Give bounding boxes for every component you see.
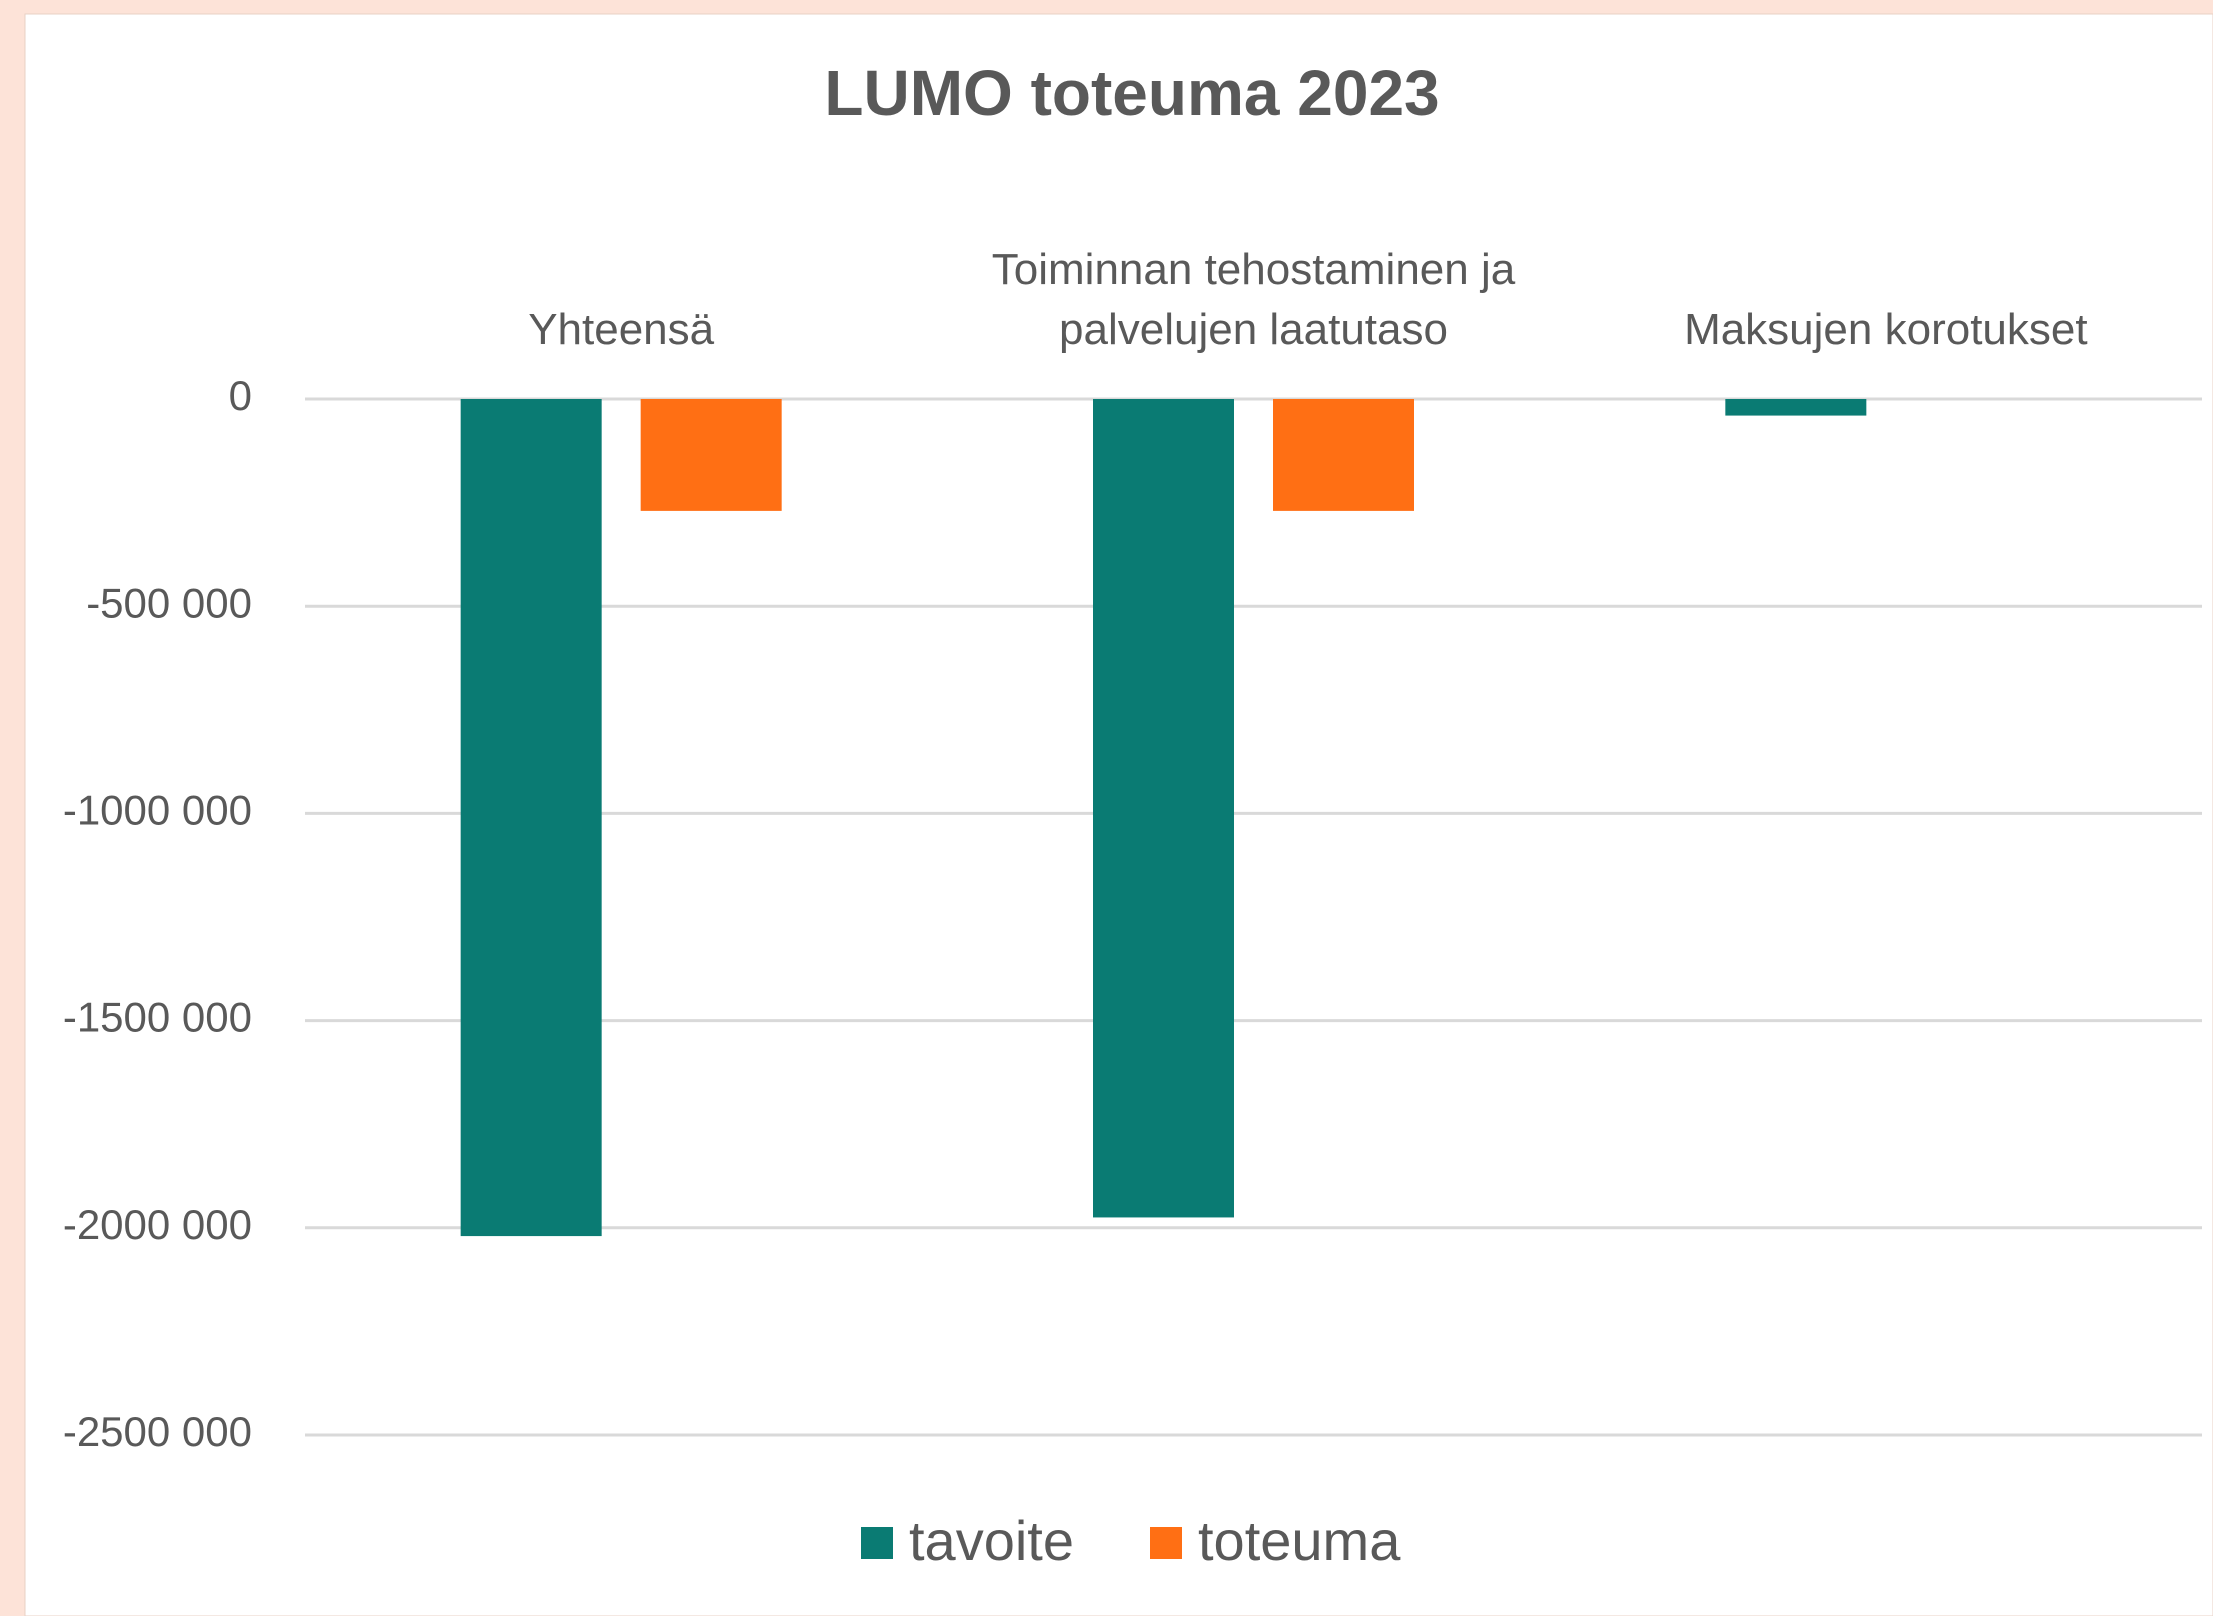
chart-title: LUMO toteuma 2023 <box>824 57 1439 129</box>
bar <box>460 399 602 1237</box>
bar <box>1273 399 1414 511</box>
legend-swatch <box>1150 1527 1182 1559</box>
legend-swatch <box>861 1527 893 1559</box>
y-tick-label: -1000 000 <box>63 786 252 833</box>
category-label: Maksujen korotukset <box>1684 305 2088 354</box>
legend-label: tavoite <box>909 1509 1074 1572</box>
y-tick-label: -2000 000 <box>63 1201 252 1248</box>
category-label: Yhteensä <box>528 305 715 354</box>
y-tick-label: 0 <box>229 372 252 419</box>
y-tick-label: -1500 000 <box>63 994 252 1041</box>
legend-label: toteuma <box>1198 1509 1401 1572</box>
y-tick-label: -500 000 <box>86 579 252 626</box>
bar <box>1093 399 1234 1218</box>
category-label: Toiminnan tehostaminen ja palvelujen laa… <box>991 245 1516 354</box>
bar <box>640 399 782 511</box>
bar <box>1725 399 1867 416</box>
y-tick-label: -2500 000 <box>63 1408 252 1455</box>
